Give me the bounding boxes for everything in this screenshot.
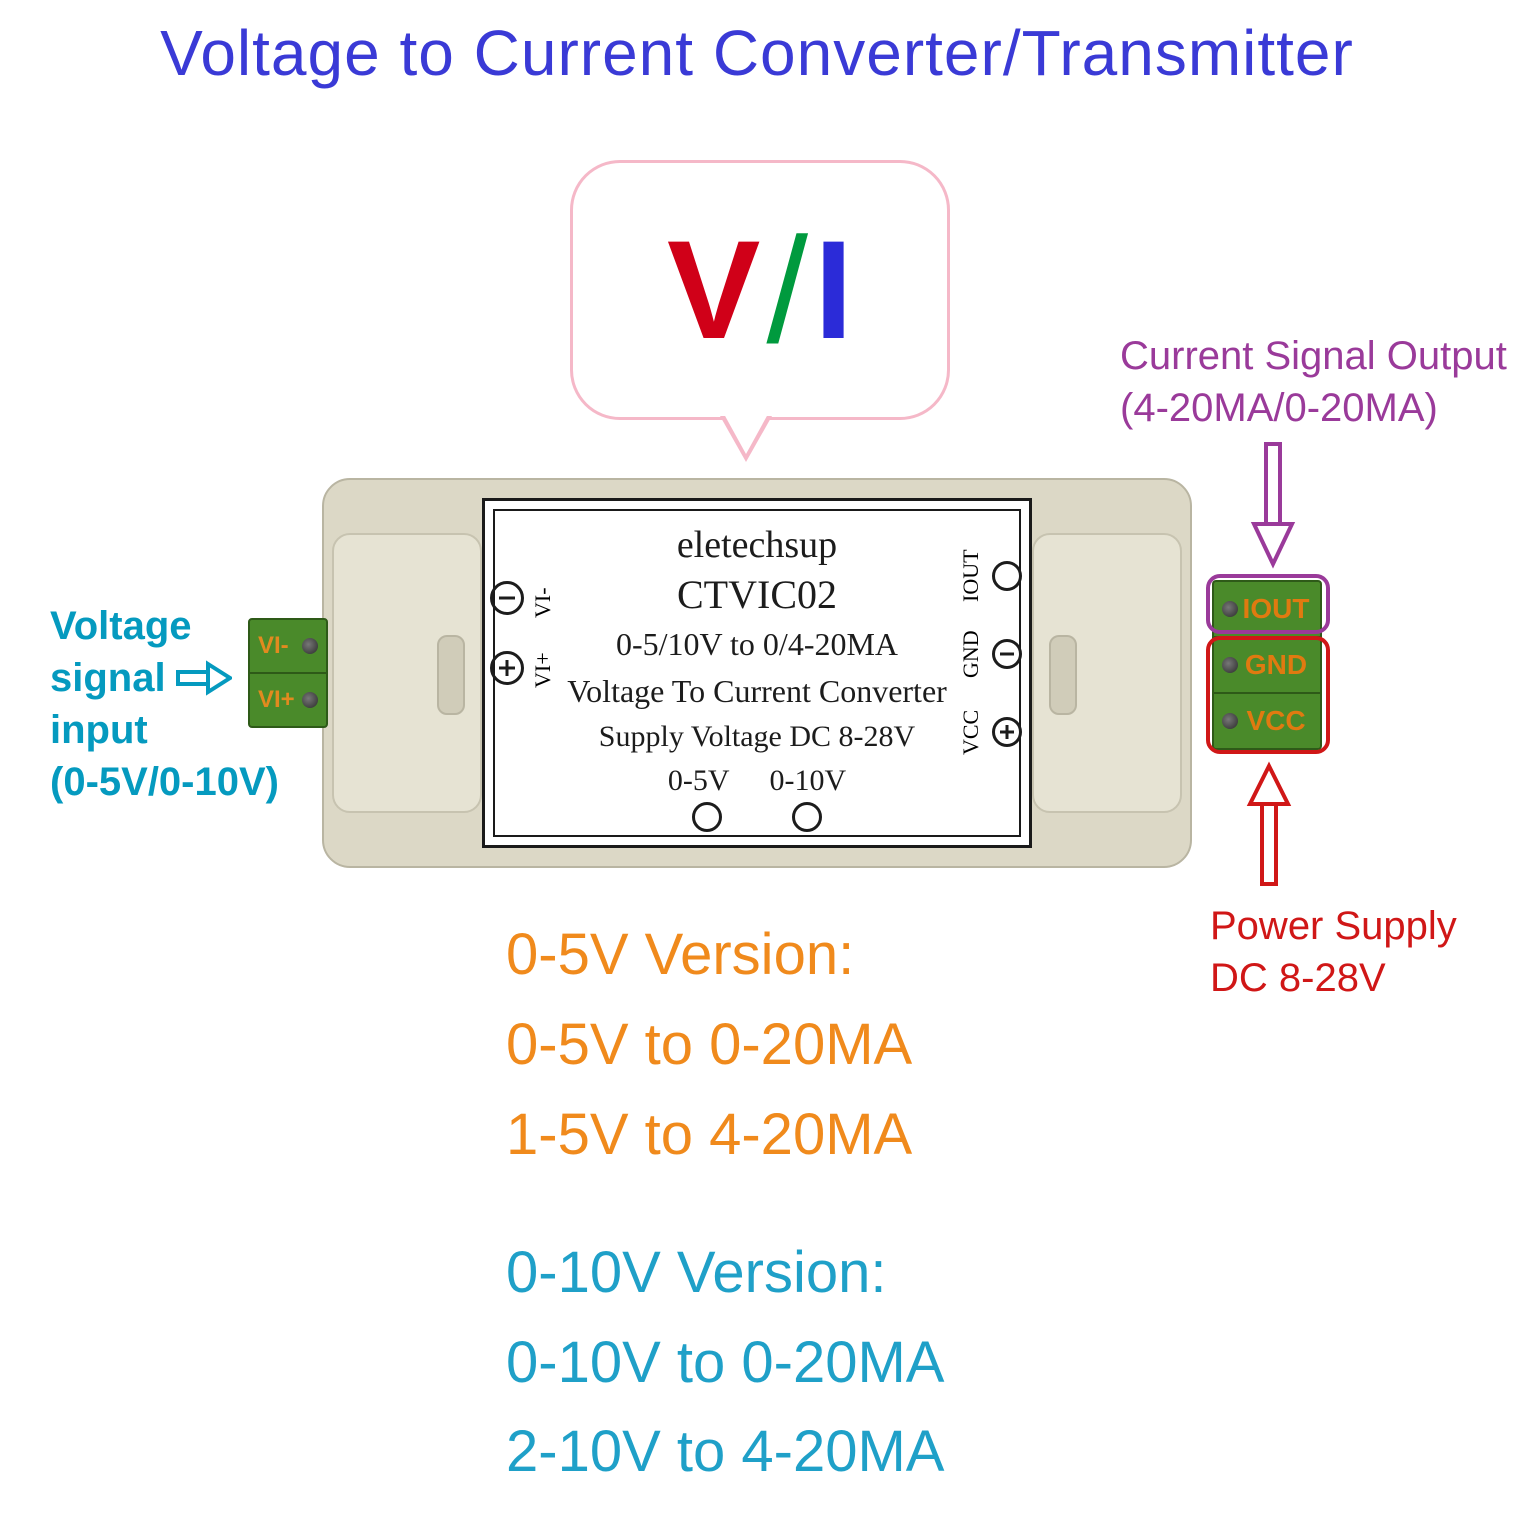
callout-power-l1: Power Supply (1210, 900, 1457, 952)
callout-output-l2: (4-20MA/0-20MA) (1120, 382, 1507, 434)
device-slot-right (1049, 635, 1077, 715)
callout-power-l2: DC 8-28V (1210, 952, 1457, 1004)
label-desc: Voltage To Current Converter (505, 673, 1009, 710)
arrow-right-icon (176, 660, 232, 696)
minus-icon (992, 639, 1022, 669)
arrow-down-purple-icon (1248, 440, 1298, 570)
minus-icon (490, 581, 524, 615)
circle-icon (992, 561, 1022, 591)
selector-0-5v: 0-5V (668, 764, 730, 798)
v10-l2: 2-10V to 4-20MA (506, 1407, 1206, 1497)
callout-input-l2: signal (50, 652, 166, 704)
right-pin-gnd: GND (958, 626, 1022, 682)
device-label-inner: eletechsup CTVIC02 0-5/10V to 0/4-20MA V… (493, 509, 1021, 837)
label-model: CTVIC02 (505, 571, 1009, 618)
plus-icon (490, 651, 524, 685)
device-end-left (332, 533, 482, 813)
v5-l1: 0-5V to 0-20MA (506, 1000, 1206, 1090)
screw-icon (302, 638, 318, 654)
page-title: Voltage to Current Converter/Transmitter (0, 16, 1514, 90)
callout-input-l3: input (50, 704, 279, 756)
device-slot-left (437, 635, 465, 715)
versions-block: 0-5V Version: 0-5V to 0-20MA 1-5V to 4-2… (506, 910, 1206, 1497)
v5-l2: 1-5V to 4-20MA (506, 1090, 1206, 1180)
version-5v: 0-5V Version: 0-5V to 0-20MA 1-5V to 4-2… (506, 910, 1206, 1180)
vi-i-letter: I (814, 209, 853, 371)
callout-power: Power Supply DC 8-28V (1210, 900, 1457, 1004)
plus-icon (992, 717, 1022, 747)
right-pin-label-2: VCC (958, 704, 984, 760)
highlight-power-box (1206, 636, 1330, 754)
selector-0-10v: 0-10V (770, 764, 847, 798)
right-pin-label-1: GND (958, 626, 984, 682)
v10-l1: 0-10V to 0-20MA (506, 1318, 1206, 1408)
label-selector-row: 0-5V 0-10V (505, 764, 1009, 798)
v5-title: 0-5V Version: (506, 910, 1206, 1000)
label-supply: Supply Voltage DC 8-28V (505, 720, 1009, 754)
left-pin-label-1: VI+ (530, 648, 556, 688)
vi-bubble: V / I (570, 160, 950, 420)
selector-circle-left (692, 802, 722, 832)
label-range: 0-5/10V to 0/4-20MA (505, 626, 1009, 663)
v10-title: 0-10V Version: (506, 1228, 1206, 1318)
device-end-right (1032, 533, 1182, 813)
selector-circle-right (792, 802, 822, 832)
screw-icon (302, 692, 318, 708)
highlight-output-box (1206, 574, 1330, 634)
selector-circles (505, 802, 1009, 832)
device: eletechsup CTVIC02 0-5/10V to 0/4-20MA V… (322, 478, 1192, 868)
version-10v: 0-10V Version: 0-10V to 0-20MA 2-10V to … (506, 1228, 1206, 1498)
right-pin-vcc: VCC (958, 704, 1022, 760)
diagram-canvas: Voltage to Current Converter/Transmitter… (0, 0, 1514, 1514)
callout-output: Current Signal Output (4-20MA/0-20MA) (1120, 330, 1507, 434)
vi-slash: / (766, 204, 808, 377)
label-brand: eletechsup (505, 523, 1009, 567)
right-pin-label-0: IOUT (958, 548, 984, 604)
left-pin-column: VI- VI+ (490, 578, 556, 688)
callout-input-l4: (0-5V/0-10V) (50, 756, 279, 808)
left-pin-vi-minus: VI- (490, 578, 556, 618)
left-pin-label-0: VI- (530, 578, 556, 618)
vi-bubble-tail (720, 416, 772, 462)
callout-input: Voltage signal input (0-5V/0-10V) (50, 600, 279, 808)
vi-v-letter: V (667, 209, 760, 371)
right-pin-iout: IOUT (958, 548, 1022, 604)
callout-input-l1: Voltage (50, 600, 279, 652)
left-pin-vi-plus: VI+ (490, 648, 556, 688)
right-pin-column: IOUT GND VCC (958, 548, 1022, 760)
device-label-plate: eletechsup CTVIC02 0-5/10V to 0/4-20MA V… (482, 498, 1032, 848)
arrow-up-red-icon (1244, 760, 1294, 890)
callout-output-l1: Current Signal Output (1120, 330, 1507, 382)
